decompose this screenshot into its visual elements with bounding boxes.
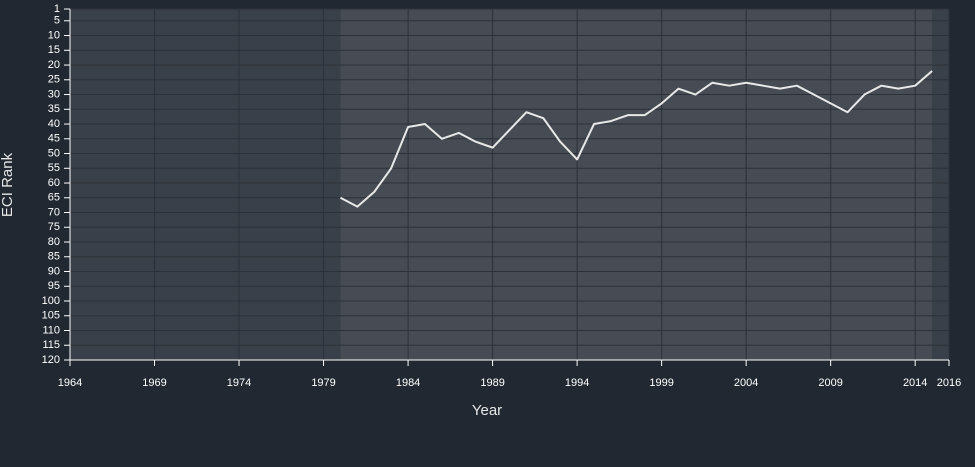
x-tick-label: 1989: [480, 377, 504, 389]
y-tick-label: 105: [42, 310, 60, 322]
y-tick-label: 40: [48, 118, 60, 130]
y-tick-label: 10: [48, 29, 60, 41]
x-tick-label: 1979: [311, 377, 335, 389]
x-tick-label: 2016: [937, 377, 961, 389]
y-tick-label: 5: [54, 15, 60, 27]
x-tick-label: 1974: [227, 377, 251, 389]
y-tick-label: 55: [48, 162, 60, 174]
y-tick-label: 1: [54, 3, 60, 15]
y-tick-label: 35: [48, 103, 60, 115]
x-tick-label: 1994: [565, 377, 589, 389]
y-tick-label: 95: [48, 280, 60, 292]
y-tick-label: 100: [42, 295, 60, 307]
x-tick-label: 1964: [58, 377, 82, 389]
x-tick-label: 1984: [396, 377, 420, 389]
x-tick-label: 2009: [818, 377, 842, 389]
y-tick-label: 90: [48, 265, 60, 277]
y-tick-label: 30: [48, 88, 60, 100]
y-tick-label: 80: [48, 236, 60, 248]
y-tick-label: 25: [48, 74, 60, 86]
y-tick-label: 60: [48, 177, 60, 189]
y-tick-label: 45: [48, 133, 60, 145]
y-tick-label: 65: [48, 192, 60, 204]
y-tick-label: 115: [42, 339, 60, 351]
y-tick-label: 85: [48, 251, 60, 263]
x-axis-title: Year: [472, 402, 502, 419]
x-tick-label: 1969: [142, 377, 166, 389]
y-tick-label: 110: [42, 324, 60, 336]
y-tick-label: 20: [48, 59, 60, 71]
series-line: [339, 70, 933, 208]
x-tick-label: 2004: [734, 377, 758, 389]
data-range-shade: [340, 9, 933, 360]
y-axis-title: ECI Rank: [0, 152, 16, 217]
y-tick-label: 120: [42, 354, 60, 366]
y-tick-label: 50: [48, 147, 60, 159]
y-tick-label: 15: [48, 44, 60, 56]
x-tick-label: 2014: [903, 377, 927, 389]
x-tick-label: 1999: [649, 377, 673, 389]
y-tick-label: 70: [48, 206, 60, 218]
y-tick-label: 75: [48, 221, 60, 233]
